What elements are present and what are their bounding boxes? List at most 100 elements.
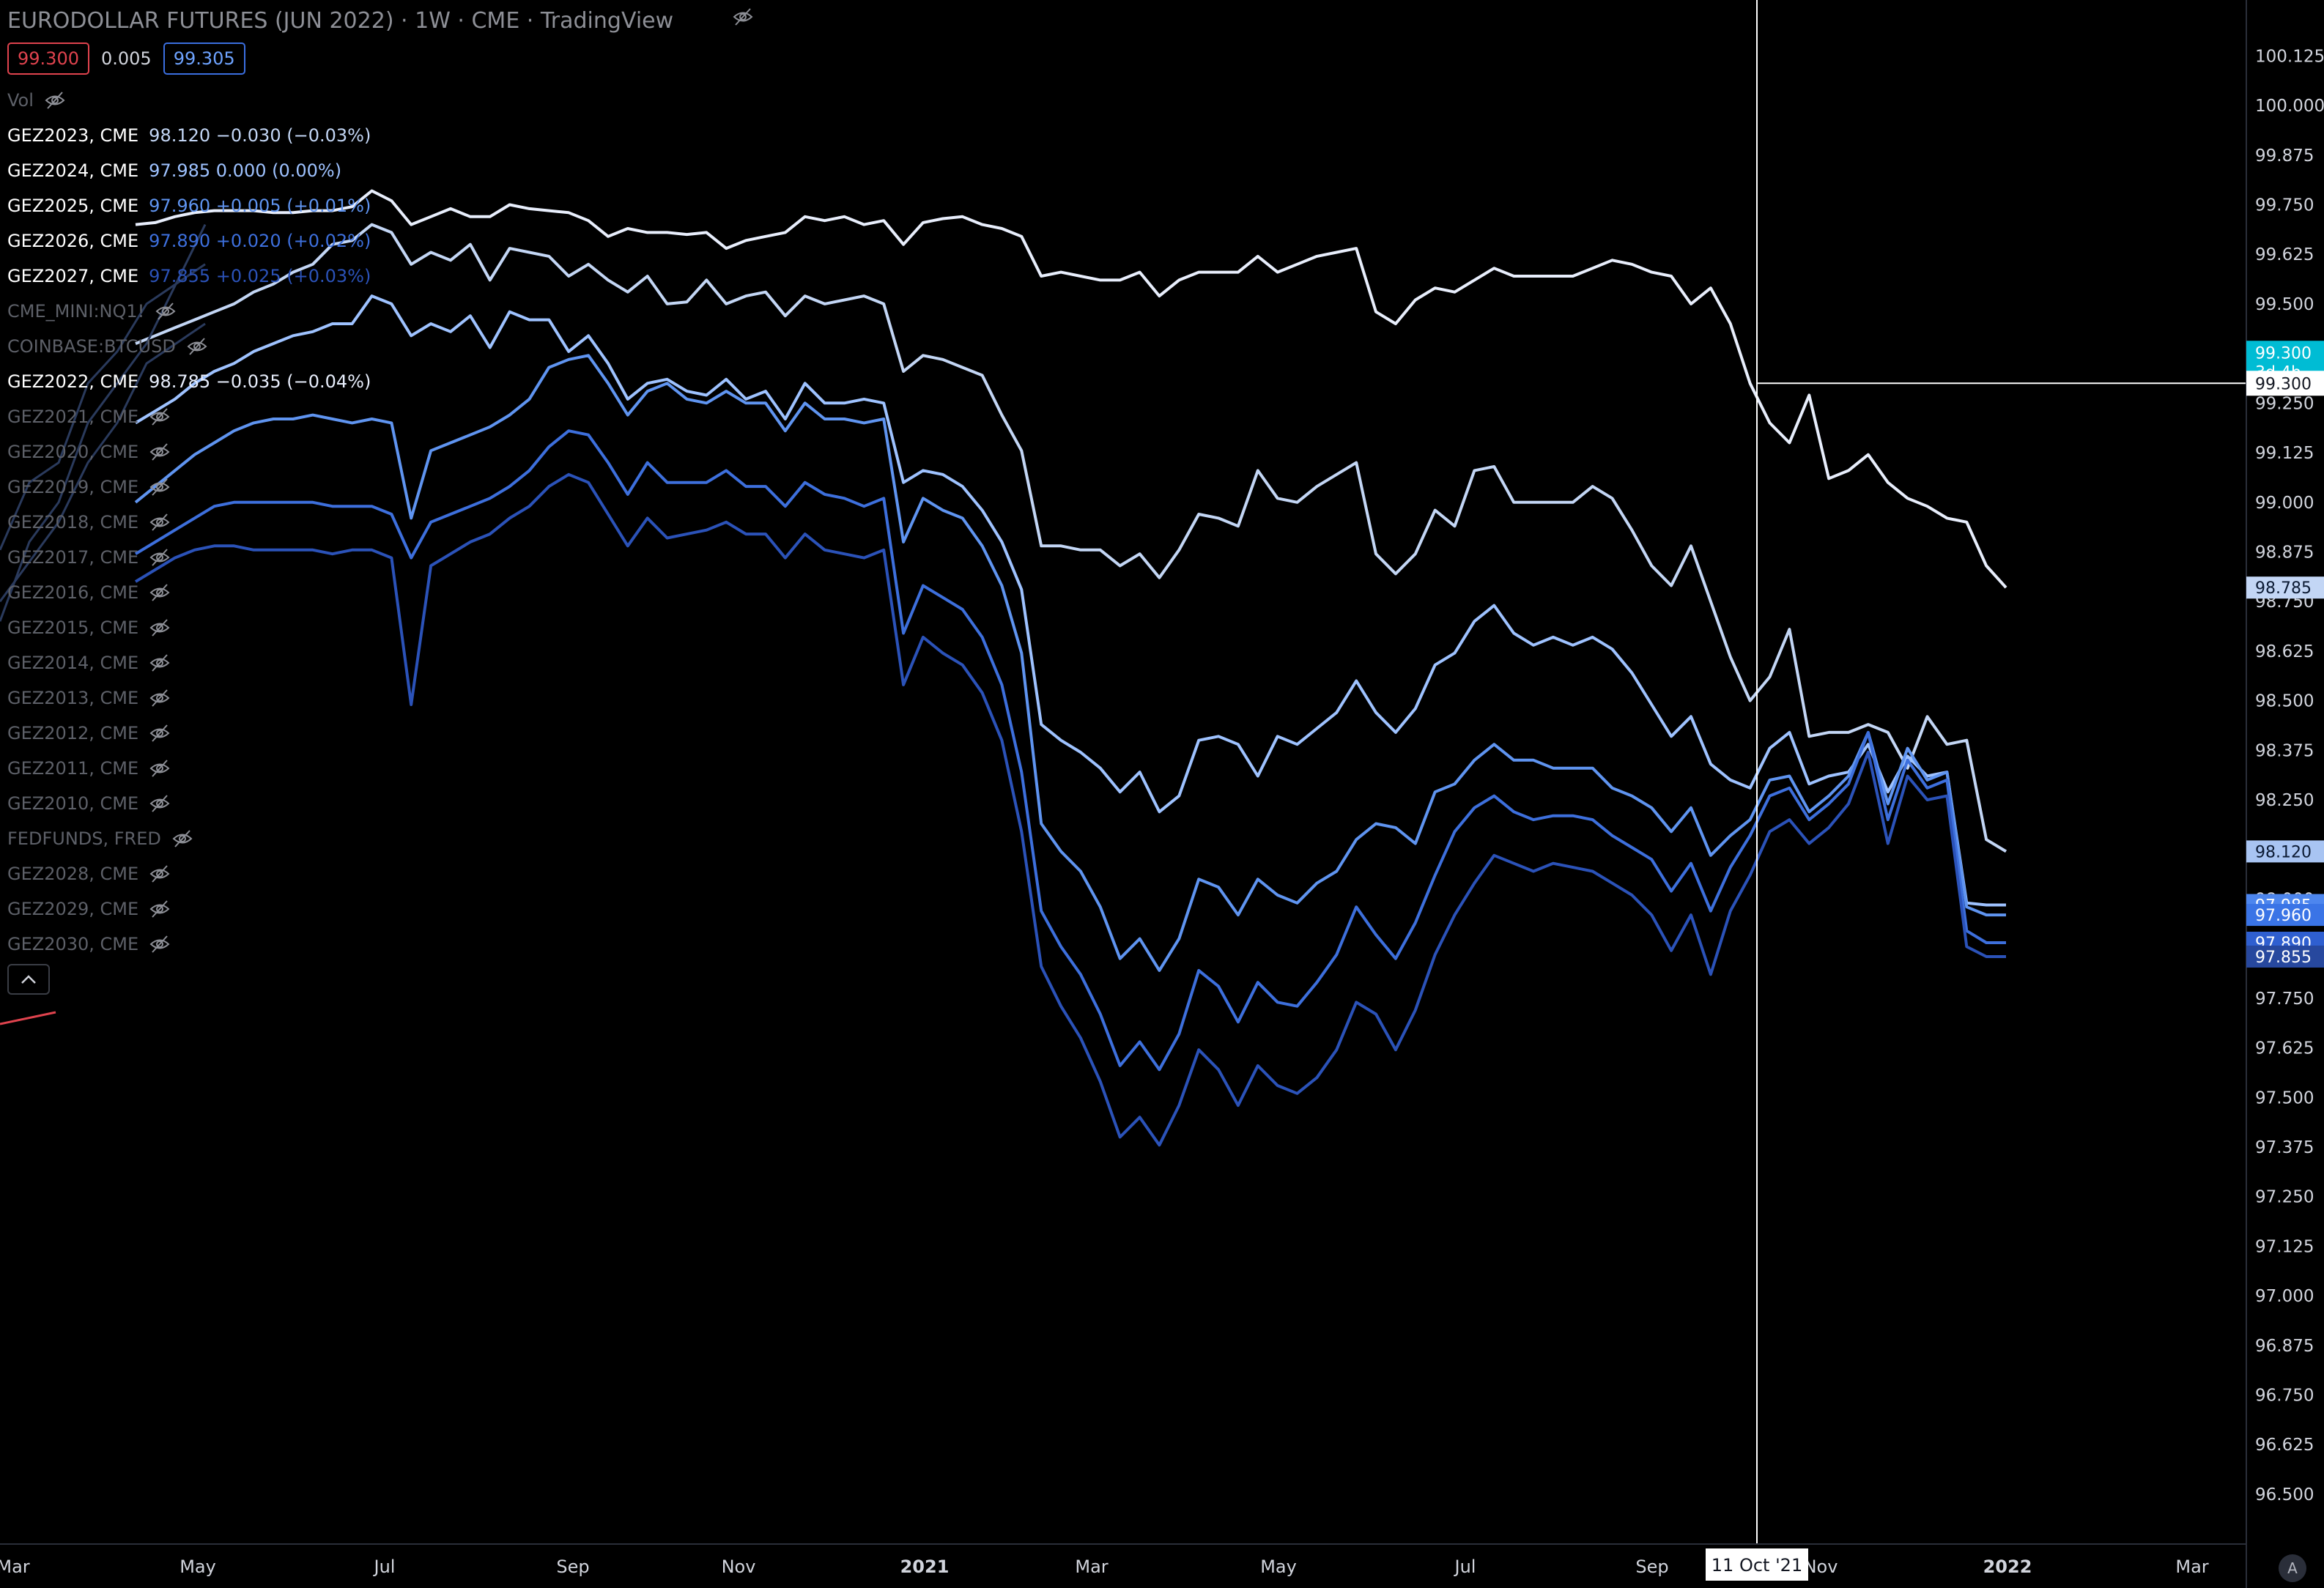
legend-item[interactable]: GEZ2013, CME bbox=[7, 683, 171, 713]
legend-item[interactable]: GEZ2027, CME 97.855 +0.025 (+0.03%) bbox=[7, 261, 371, 291]
price-badge-bg bbox=[2246, 945, 2324, 968]
legend-item[interactable]: Vol bbox=[7, 86, 66, 115]
legend-value: 97.890 +0.020 (+0.02%) bbox=[149, 231, 371, 251]
sell-price-button[interactable]: 99.300 bbox=[7, 42, 89, 75]
legend-symbol: GEZ2010, CME bbox=[7, 793, 139, 814]
eye-off-icon[interactable] bbox=[149, 652, 171, 674]
legend-symbol: GEZ2011, CME bbox=[7, 758, 139, 779]
time-tick-label: Mar bbox=[2175, 1557, 2208, 1577]
price-badge: 98.785 bbox=[2246, 576, 2324, 599]
eye-off-icon[interactable] bbox=[149, 476, 171, 498]
time-tick-label: Sep bbox=[1635, 1557, 1668, 1577]
legend-item[interactable]: GEZ2019, CME bbox=[7, 472, 171, 502]
eye-off-icon[interactable] bbox=[149, 793, 171, 815]
legend-symbol: GEZ2019, CME bbox=[7, 477, 139, 497]
price-axis-bg bbox=[2246, 0, 2324, 1544]
price-tick-label: 99.750 bbox=[2255, 196, 2314, 215]
price-badge-bg bbox=[2246, 904, 2324, 927]
eye-off-icon[interactable] bbox=[149, 582, 171, 604]
eye-off-icon[interactable] bbox=[149, 406, 171, 428]
eye-off-icon[interactable] bbox=[186, 335, 208, 357]
price-axis[interactable]: 100.125 100.000 99.875 99.750 99.625 99.500 99… bbox=[2246, 0, 2324, 1588]
price-tick-label: 99.875 bbox=[2255, 146, 2314, 166]
legend-item[interactable]: GEZ2020, CME bbox=[7, 437, 171, 467]
legend-item[interactable]: GEZ2024, CME 97.985 0.000 (0.00%) bbox=[7, 156, 341, 185]
eye-off-icon[interactable] bbox=[149, 898, 171, 920]
price-tick-label: 100.000 bbox=[2255, 97, 2324, 116]
legend-item[interactable]: CME_MINI:NQ1! bbox=[7, 297, 177, 326]
legend-item[interactable]: GEZ2023, CME 98.120 −0.030 (−0.03%) bbox=[7, 121, 371, 150]
legend-item[interactable]: GEZ2017, CME bbox=[7, 543, 171, 572]
price-badge-label: 97.960 bbox=[2255, 907, 2312, 925]
time-tick-label: Nov bbox=[722, 1557, 756, 1577]
time-tick-label: Nov bbox=[1804, 1557, 1838, 1577]
series-layer bbox=[0, 189, 2007, 1147]
time-tick-label: 2022 bbox=[1983, 1557, 2032, 1577]
legend-symbol: GEZ2022, CME bbox=[7, 371, 139, 392]
ghost-line-3 bbox=[0, 322, 206, 603]
legend-item[interactable]: GEZ2018, CME bbox=[7, 508, 171, 537]
legend-item[interactable]: GEZ2010, CME bbox=[7, 789, 171, 818]
chevron-up-icon bbox=[21, 975, 36, 984]
legend-value: 98.785 −0.035 (−0.04%) bbox=[149, 371, 371, 392]
legend-value: 97.960 +0.005 (+0.01%) bbox=[149, 196, 371, 216]
price-tick-label: 97.500 bbox=[2255, 1088, 2314, 1107]
legend-symbol: CME_MINI:NQ1! bbox=[7, 301, 145, 322]
ghost-line-2 bbox=[0, 263, 206, 622]
eye-off-icon[interactable] bbox=[149, 757, 171, 779]
eye-off-icon[interactable] bbox=[149, 441, 171, 463]
price-badge: 97.855 bbox=[2246, 945, 2324, 968]
bid-ask-row: 99.300 0.005 99.305 bbox=[7, 41, 245, 76]
auto-scale-button[interactable]: A bbox=[2279, 1554, 2306, 1582]
legend-item[interactable]: GEZ2022, CME 98.785 −0.035 (−0.04%) bbox=[7, 367, 371, 396]
legend-value: 97.985 0.000 (0.00%) bbox=[149, 160, 342, 181]
legend-item[interactable]: GEZ2030, CME bbox=[7, 930, 171, 959]
legend-item[interactable]: GEZ2021, CME bbox=[7, 402, 171, 431]
eye-off-icon[interactable] bbox=[149, 863, 171, 885]
time-tick-label: Jul bbox=[1454, 1557, 1476, 1577]
legend-symbol: GEZ2029, CME bbox=[7, 899, 139, 919]
eye-off-icon[interactable] bbox=[149, 511, 171, 533]
legend-item[interactable]: FEDFUNDS, FRED bbox=[7, 824, 193, 853]
spread-value: 0.005 bbox=[100, 48, 152, 69]
price-badge-label: 97.855 bbox=[2255, 949, 2312, 967]
series-line-3 bbox=[134, 294, 2006, 907]
legend-value: 97.855 +0.025 (+0.03%) bbox=[149, 266, 371, 286]
eye-off-icon[interactable] bbox=[171, 828, 193, 850]
eye-off-icon[interactable] bbox=[149, 617, 171, 639]
legend-symbol: COINBASE:BTCUSD bbox=[7, 336, 176, 357]
legend-item[interactable]: GEZ2015, CME bbox=[7, 613, 171, 642]
price-tick-label: 97.625 bbox=[2255, 1039, 2314, 1058]
eye-off-icon[interactable] bbox=[149, 687, 171, 709]
price-tick-label: 98.625 bbox=[2255, 642, 2314, 661]
eye-off-icon[interactable] bbox=[732, 6, 754, 28]
legend-item[interactable]: GEZ2029, CME bbox=[7, 894, 171, 924]
buy-price-button[interactable]: 99.305 bbox=[163, 42, 245, 75]
eye-off-icon[interactable] bbox=[149, 722, 171, 744]
time-axis[interactable]: Mar May Jul Sep Nov 2021 Mar May Jul Sep Nov 2022 Ma… bbox=[0, 1543, 2246, 1581]
legend-item[interactable]: GEZ2016, CME bbox=[7, 578, 171, 607]
eye-off-icon[interactable] bbox=[155, 300, 177, 322]
series-line-6 bbox=[134, 472, 2006, 1147]
legend-item[interactable]: COINBASE:BTCUSD bbox=[7, 332, 208, 361]
legend-item[interactable]: GEZ2011, CME bbox=[7, 754, 171, 783]
legend-item[interactable]: GEZ2028, CME bbox=[7, 859, 171, 888]
eye-off-icon[interactable] bbox=[149, 546, 171, 568]
price-tick-label: 97.000 bbox=[2255, 1287, 2314, 1306]
legend-item[interactable]: GEZ2025, CME 97.960 +0.005 (+0.01%) bbox=[7, 191, 371, 220]
price-tick-label: 97.750 bbox=[2255, 990, 2314, 1009]
legend-item[interactable]: GEZ2026, CME 97.890 +0.020 (+0.02%) bbox=[7, 226, 371, 256]
time-tick-label: May bbox=[180, 1557, 216, 1577]
eye-off-icon[interactable] bbox=[149, 933, 171, 955]
legend-symbol: GEZ2015, CME bbox=[7, 617, 139, 638]
collapse-legend-button[interactable] bbox=[7, 964, 50, 995]
legend-item[interactable]: GEZ2014, CME bbox=[7, 648, 171, 678]
price-tick-label: 100.125 bbox=[2255, 47, 2324, 66]
legend-symbol: FEDFUNDS, FRED bbox=[7, 828, 161, 849]
legend-item[interactable]: GEZ2012, CME bbox=[7, 719, 171, 748]
eye-off-icon[interactable] bbox=[44, 89, 66, 111]
legend-symbol: GEZ2025, CME bbox=[7, 196, 139, 216]
ghost-line-1 bbox=[0, 223, 207, 551]
